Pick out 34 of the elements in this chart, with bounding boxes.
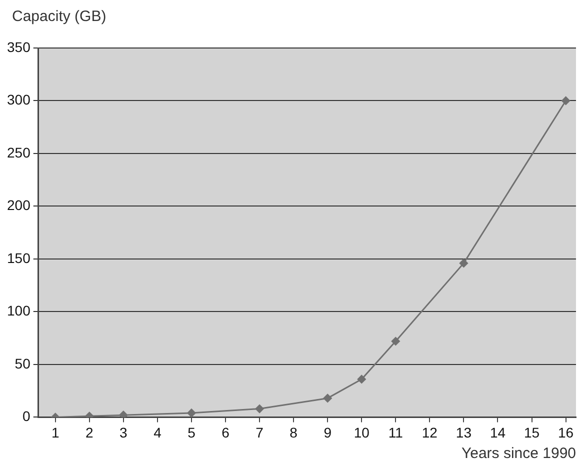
y-tick-label: 350 — [7, 38, 31, 55]
x-tick-label: 14 — [490, 424, 506, 440]
y-axis-title: Capacity (GB) — [12, 8, 106, 25]
x-tick-label: 12 — [422, 424, 438, 440]
x-tick-label: 3 — [120, 424, 128, 440]
point — [459, 258, 468, 268]
y-tick-label: 250 — [7, 144, 31, 160]
x-tick-label: 7 — [256, 424, 264, 440]
x-tick-label: 6 — [222, 424, 230, 440]
x-tick-label: 13 — [456, 424, 472, 440]
x-tick-label: 4 — [154, 424, 162, 440]
x-tick-label: 5 — [188, 424, 196, 440]
point — [323, 394, 332, 402]
x-tick-label: 9 — [324, 424, 332, 440]
y-tick-label: 100 — [7, 302, 31, 319]
point — [357, 374, 366, 384]
point — [119, 410, 128, 418]
x-axis-title: Years since 1990 — [461, 445, 576, 462]
y-tick-label: 50 — [14, 355, 31, 372]
x-tick-label: 2 — [86, 424, 94, 440]
point — [187, 408, 196, 418]
y-tick-label: 200 — [7, 197, 31, 214]
y-tick-label: 0 — [22, 408, 31, 424]
x-tick-label: 1 — [51, 424, 60, 440]
x-tick-label: 16 — [558, 424, 574, 440]
point — [391, 337, 400, 346]
x-tick-label: 11 — [388, 424, 404, 440]
point — [255, 404, 264, 414]
x-tick-label: 8 — [290, 424, 298, 440]
point — [562, 96, 570, 105]
y-tick-label: 150 — [7, 250, 31, 266]
y-tick-label: 300 — [7, 92, 31, 108]
x-tick-label: 15 — [524, 424, 540, 440]
x-tick-label: 10 — [354, 424, 370, 440]
